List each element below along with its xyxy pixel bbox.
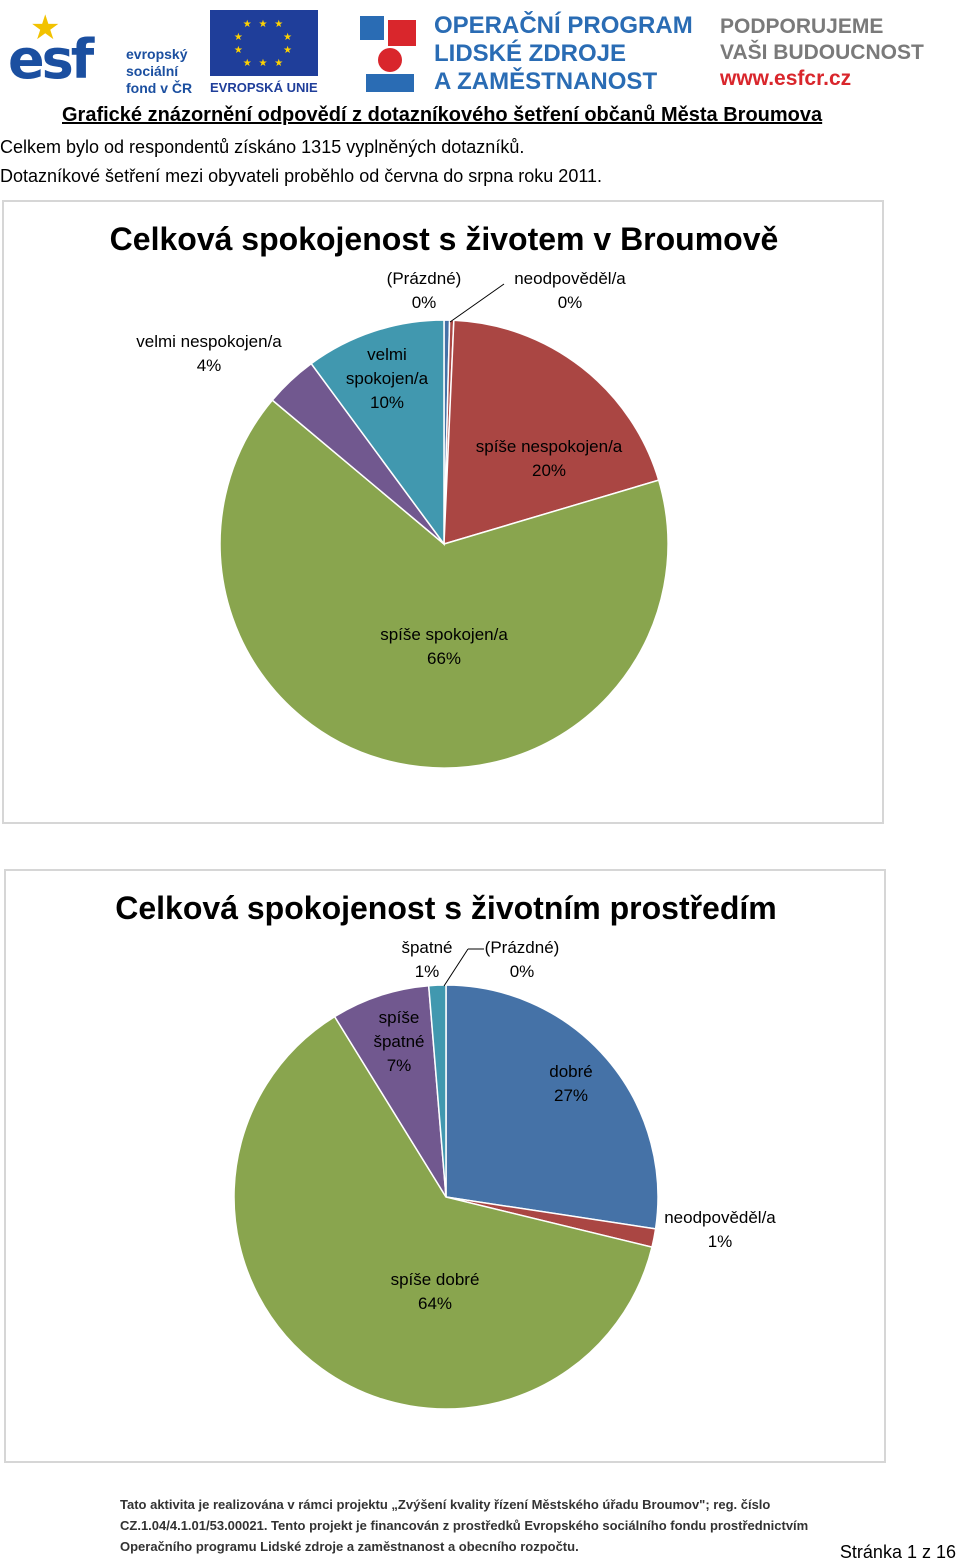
pie-slice bbox=[233, 1015, 653, 1410]
esf-caption-line: fond v ČR bbox=[126, 80, 193, 96]
slice-label: neodpověděl/a 1% bbox=[664, 1208, 776, 1251]
op-logo: OPERAČNÍ PROGRAM LIDSKÉ ZDROJE A ZAMĚSTN… bbox=[358, 10, 698, 96]
page-number: Stránka 1 z 16 bbox=[839, 1542, 956, 1562]
leader-line bbox=[443, 948, 469, 987]
intro-line-1: Celkem bylo od respondentů získáno 1315 … bbox=[0, 137, 525, 157]
leader-line bbox=[449, 283, 505, 323]
slice-label: (Prázdné) 0% bbox=[485, 938, 560, 981]
pie-slice bbox=[310, 319, 445, 547]
support-line: PODPORUJEME bbox=[720, 15, 884, 38]
esf-caption: evropský sociální fond v ČR bbox=[126, 46, 192, 97]
pie-slice bbox=[333, 984, 447, 1198]
esf-letters: esf bbox=[8, 28, 94, 91]
pie-slice bbox=[219, 399, 669, 769]
slice-label: spíše špatné 7% bbox=[373, 1008, 424, 1075]
slice-label: spíše dobré 64% bbox=[391, 1270, 480, 1313]
slice-label: spíše nespokojen/a 20% bbox=[476, 437, 623, 480]
pie-slice bbox=[445, 984, 659, 1230]
star-icon: ★ bbox=[30, 9, 61, 47]
document-title: Grafické znázornění odpovědí z dotazníko… bbox=[62, 104, 823, 126]
logo-bar: ★ esf evropský sociální fond v ČR ★ ★ ★ ★… bbox=[0, 0, 960, 100]
slice-label: špatné 1% bbox=[401, 938, 452, 981]
slice-label: (Prázdné) 0% bbox=[387, 269, 462, 312]
pie-chart-life: Celková spokojenost s životem v Broumově… bbox=[110, 221, 779, 769]
slice-label: neodpověděl/a 0% bbox=[514, 269, 626, 312]
chart-life-satisfaction: Celková spokojenost s životem v Broumově… bbox=[2, 200, 884, 824]
eu-logo: ★ ★ ★ ★ ★ ★ ★ ★ ★ ★ EVROPSKÁ UNIE bbox=[208, 10, 328, 96]
chart-title: Celková spokojenost s životním prostředí… bbox=[115, 890, 776, 926]
op-caption-line: A ZAMĚSTNANOST bbox=[434, 68, 658, 95]
support-url: www.esfcr.cz bbox=[720, 67, 852, 90]
eu-flag-icon: ★ ★ ★ ★ ★ ★ ★ ★ ★ ★ bbox=[210, 10, 318, 76]
footer-note: Tato aktivita je realizována v rámci pro… bbox=[120, 1497, 809, 1554]
esf-caption-line: evropský bbox=[126, 46, 188, 62]
op-caption-line: OPERAČNÍ PROGRAM bbox=[434, 12, 693, 39]
slice-label: spíše spokojen/a 66% bbox=[380, 625, 508, 668]
eu-caption: EVROPSKÁ UNIE bbox=[210, 80, 318, 95]
chart-title: Celková spokojenost s životem v Broumově bbox=[110, 221, 779, 257]
support-line: VAŠI BUDOUCNOST bbox=[720, 41, 924, 64]
op-caption: OPERAČNÍ PROGRAM LIDSKÉ ZDROJE A ZAMĚSTN… bbox=[434, 12, 693, 96]
support-logo: PODPORUJEME VAŠI BUDOUCNOST www.esfcr.cz bbox=[720, 14, 924, 92]
esf-caption-line: sociální bbox=[126, 63, 179, 79]
slice-label: dobré 27% bbox=[549, 1062, 592, 1105]
op-caption-line: LIDSKÉ ZDROJE bbox=[434, 40, 627, 67]
slice-label: velmi nespokojen/a 4% bbox=[136, 332, 282, 375]
op-figure-icon bbox=[360, 16, 416, 92]
pie-chart-environment: Celková spokojenost s životním prostředí… bbox=[115, 890, 777, 1410]
intro-line-2: Dotazníkové šetření mezi obyvateli probě… bbox=[0, 166, 603, 186]
pie-slice bbox=[443, 319, 660, 546]
chart-environment-satisfaction: Celková spokojenost s životním prostředí… bbox=[4, 869, 886, 1463]
esf-logo: ★ esf evropský sociální fond v ČR bbox=[8, 8, 203, 96]
slice-label: velmi spokojen/a 10% bbox=[346, 345, 429, 412]
pie-slice bbox=[427, 984, 447, 1198]
